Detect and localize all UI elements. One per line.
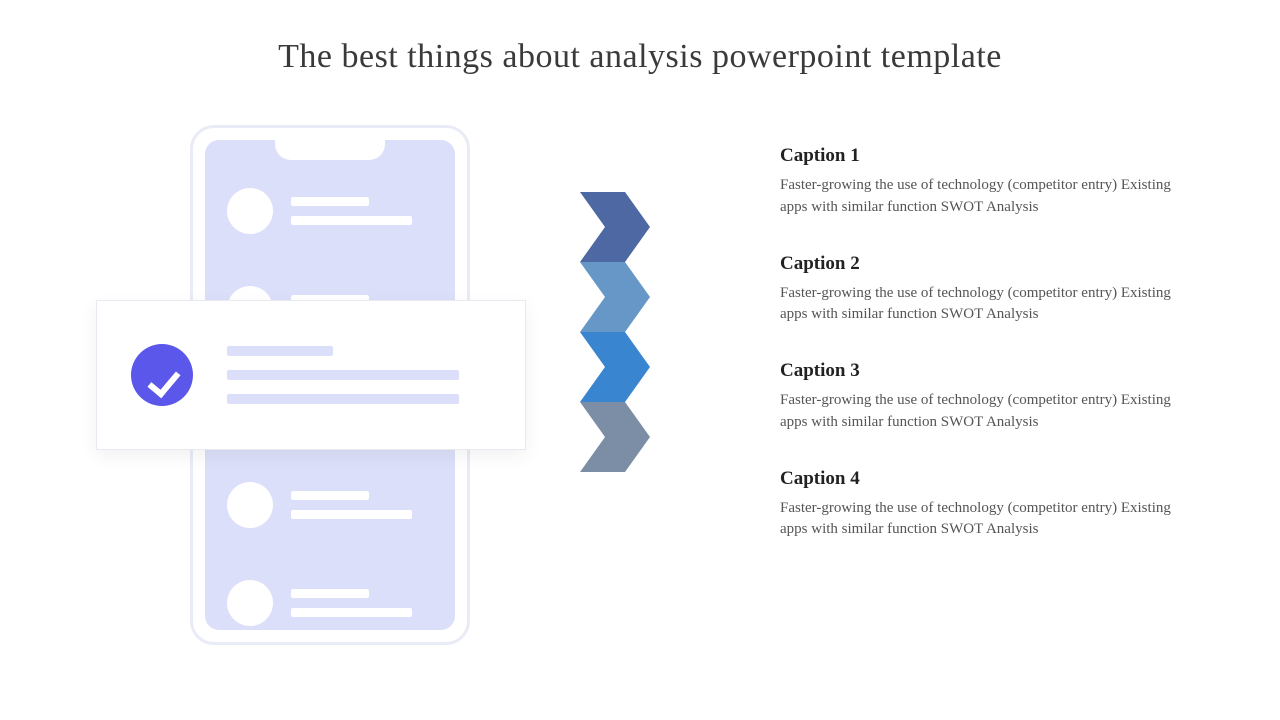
caption-title: Caption 1 — [780, 145, 1200, 167]
caption-body: Faster-growing the use of technology (co… — [780, 175, 1200, 219]
chevron-3 — [580, 332, 650, 402]
caption-1: Caption 1 Faster-growing the use of tech… — [780, 145, 1200, 219]
caption-body: Faster-growing the use of technology (co… — [780, 498, 1200, 542]
caption-3: Caption 3 Faster-growing the use of tech… — [780, 360, 1200, 434]
caption-2: Caption 2 Faster-growing the use of tech… — [780, 253, 1200, 327]
list-item — [227, 188, 433, 234]
check-icon — [131, 344, 193, 406]
caption-body: Faster-growing the use of technology (co… — [780, 283, 1200, 327]
caption-body: Faster-growing the use of technology (co… — [780, 390, 1200, 434]
chevron-stack — [580, 192, 650, 472]
chevron-1 — [580, 192, 650, 262]
chevron-2 — [580, 262, 650, 332]
caption-4: Caption 4 Faster-growing the use of tech… — [780, 468, 1200, 542]
chevron-4 — [580, 402, 650, 472]
caption-title: Caption 4 — [780, 468, 1200, 490]
list-item — [227, 580, 433, 626]
captions-column: Caption 1 Faster-growing the use of tech… — [780, 145, 1200, 575]
list-item — [227, 482, 433, 528]
caption-title: Caption 3 — [780, 360, 1200, 382]
phone-notch — [275, 140, 385, 160]
slide-title: The best things about analysis powerpoin… — [0, 38, 1280, 76]
selected-card — [96, 300, 526, 450]
slide: The best things about analysis powerpoin… — [0, 0, 1280, 720]
caption-title: Caption 2 — [780, 253, 1200, 275]
card-placeholder-lines — [227, 346, 491, 404]
